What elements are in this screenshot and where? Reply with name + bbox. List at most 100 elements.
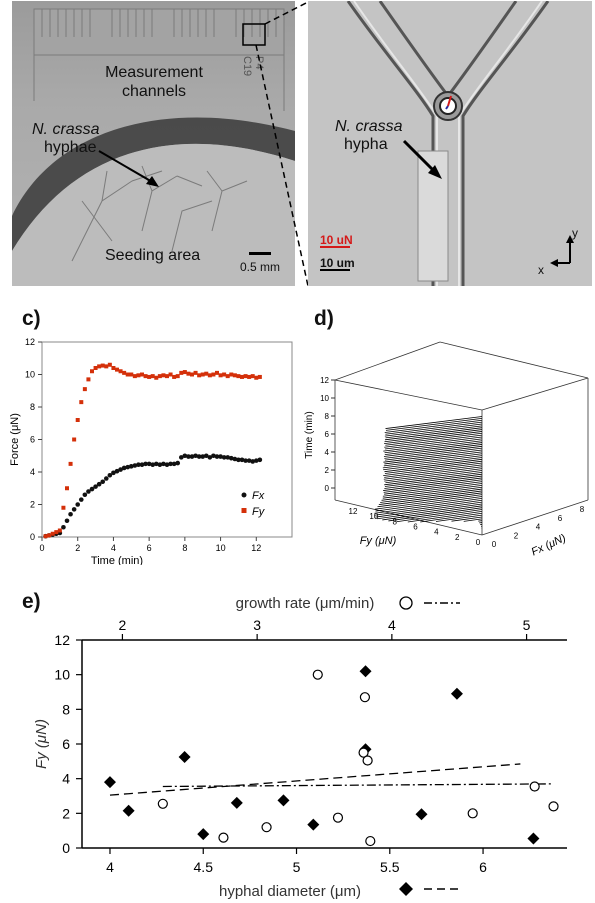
fx-point <box>143 461 148 467</box>
force-vector <box>451 516 483 522</box>
force-vector <box>385 470 483 484</box>
y-tick-label: 12 <box>54 632 70 648</box>
force-vector <box>377 503 483 520</box>
fy-point <box>215 370 219 375</box>
y-axis-label: Fy (μN) <box>33 719 50 769</box>
fx-point <box>136 462 141 467</box>
diameter-point <box>197 828 210 841</box>
fx-point <box>71 507 77 512</box>
diameter-point <box>230 796 243 809</box>
force-vector <box>420 512 483 523</box>
time-tick-label: 4 <box>325 448 330 457</box>
fx-point <box>182 453 188 459</box>
growth-rate-point <box>332 812 344 823</box>
diameter-point <box>415 808 428 821</box>
fy-point <box>79 400 84 405</box>
fy-point <box>243 374 248 379</box>
y-tick-label: 4 <box>62 771 70 787</box>
fx-point <box>175 460 181 466</box>
bottom-tick-label: 4 <box>106 859 114 875</box>
legend-fx-label: Fx <box>252 490 265 502</box>
diameter-point <box>178 751 191 763</box>
fx-point <box>61 524 66 530</box>
fy-point <box>250 374 255 379</box>
scale-bar-label-a: 0.5 mm <box>240 260 281 274</box>
fx-point <box>200 454 206 459</box>
fx-point <box>132 463 138 468</box>
force-vector <box>407 511 483 523</box>
fx-point <box>89 486 95 492</box>
y-tick-label: 10 <box>25 370 35 380</box>
fx-point <box>228 455 234 461</box>
force-vector <box>381 486 483 501</box>
force-vector <box>384 473 483 487</box>
fy-point <box>72 437 77 442</box>
box-edge <box>334 341 441 381</box>
force-vector <box>382 455 483 469</box>
hyphae-label: hyphae <box>44 139 97 156</box>
fx-point <box>96 481 102 487</box>
seeding-area-label: Seeding area <box>105 247 201 264</box>
fy-point <box>229 372 234 377</box>
fy-point <box>175 374 180 379</box>
fx-point <box>250 459 256 464</box>
fx-tick-label: 2 <box>514 531 519 540</box>
force-vector-3d-chart: 0 2 4 6 8 10 12 Time (min) 12 10 8 6 4 2 0 Fy (μN) 0 2 4 6 8… <box>304 341 589 558</box>
fx-point <box>111 470 116 476</box>
y-tick-label: 6 <box>62 736 70 752</box>
top-tick-label: 2 <box>119 617 127 633</box>
time-tick-label: 12 <box>320 376 329 385</box>
force-vector <box>383 462 483 477</box>
zoom-connector-lines <box>255 1 309 287</box>
growth-rate-point <box>157 798 168 809</box>
force-vector <box>383 477 483 491</box>
fy-point <box>222 372 227 377</box>
force-time-chart: 0 2 4 6 8 10 12 0 2 4 6 8 10 12 Time (min) Force (μN) Fx… <box>9 337 293 565</box>
y-tick-label: 2 <box>30 500 35 510</box>
fx-point <box>218 454 223 459</box>
fy-point <box>104 364 109 369</box>
bottom-tick-label: 4.5 <box>194 859 214 875</box>
fy-axis-label: Fy (μN) <box>360 535 397 547</box>
x-tick-label: 6 <box>147 543 152 553</box>
fx-point <box>161 461 166 467</box>
fy-point <box>257 374 262 379</box>
force-vector <box>384 451 483 465</box>
fx-point <box>139 462 145 467</box>
fx-point <box>75 502 81 507</box>
time-tick-label: 10 <box>320 394 329 403</box>
fy-point <box>140 372 144 377</box>
diameter-point <box>122 804 135 817</box>
fx-point <box>93 484 98 489</box>
micrograph-a-drawing <box>12 1 295 286</box>
force-vector <box>377 492 483 508</box>
x-tick-label: 10 <box>216 543 226 553</box>
force-vector <box>384 442 483 456</box>
axis-y-label: y <box>572 226 578 240</box>
panel-label-d: d) <box>314 307 334 330</box>
fx-point <box>64 518 70 524</box>
fx-point <box>196 454 202 459</box>
fy-point <box>207 373 212 378</box>
force-vector <box>463 518 483 522</box>
fy-tick-label: 0 <box>476 538 481 547</box>
force-vector <box>385 432 483 446</box>
fy-point <box>190 372 194 377</box>
legend-fy-label: Fy <box>252 506 266 518</box>
growth-rate-fit-line <box>162 783 554 788</box>
diameter-point <box>450 687 463 700</box>
fx-point <box>221 455 227 460</box>
diameter-point <box>277 794 290 807</box>
x-tick-label: 8 <box>182 543 187 553</box>
fy-point <box>211 372 216 377</box>
time-axis-label: Time (min) <box>304 411 315 458</box>
growth-rate-point <box>362 755 373 766</box>
growth-rate-point <box>312 669 323 680</box>
fy-point <box>154 375 159 380</box>
legend-fx-marker <box>241 492 247 498</box>
fy-tick-label: 8 <box>392 517 397 526</box>
force-vector <box>374 497 483 514</box>
force-vector <box>383 466 483 480</box>
fx-point <box>253 458 259 463</box>
force-vector <box>375 501 483 518</box>
